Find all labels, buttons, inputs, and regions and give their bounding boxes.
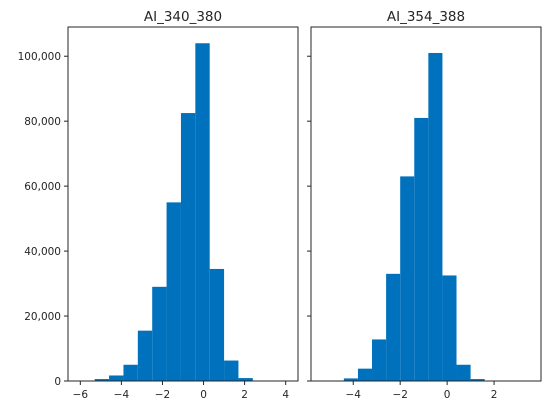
x-tick-label: −4 (346, 389, 362, 401)
x-tick-label: −4 (114, 389, 130, 401)
x-tick-label: 4 (282, 389, 289, 401)
histogram-bar (94, 379, 110, 381)
histogram-bar (428, 52, 443, 381)
histogram-bar (166, 202, 181, 381)
histogram-bar (470, 379, 485, 381)
y-tick-label: 80,000 (24, 116, 61, 128)
histogram-panel-ai-354-388: AI_354_388 −4 −2 0 2 (307, 9, 542, 401)
x-tick-label: −2 (392, 389, 407, 401)
x-tick-label: −2 (155, 389, 170, 401)
histogram-bar (238, 378, 253, 381)
histogram-bar (137, 330, 153, 381)
x-tick-label: 0 (200, 389, 207, 401)
histogram-bar (224, 360, 239, 381)
y-tick-label: 60,000 (24, 181, 61, 193)
histogram-bar (456, 364, 471, 381)
x-tick-label: 2 (491, 389, 498, 401)
histogram-bar (152, 286, 167, 381)
histogram-bar (386, 273, 401, 381)
histogram-bar (372, 339, 387, 381)
histogram-bar (209, 268, 225, 381)
histogram-bar (442, 275, 457, 381)
axes-frame (310, 26, 542, 382)
y-tick-label: 100,000 (18, 51, 61, 63)
histogram-bar (357, 368, 373, 381)
x-tick-label: 0 (444, 389, 451, 401)
y-tick-label: 0 (54, 376, 61, 388)
chart-title: AI_340_380 (144, 9, 222, 25)
chart-title: AI_354_388 (387, 9, 465, 25)
histogram-bar (123, 364, 138, 381)
y-tick-label: 20,000 (24, 311, 61, 323)
histogram-bar (180, 113, 196, 382)
histogram-bar (195, 43, 210, 382)
histogram-bar (343, 378, 358, 381)
axes-frame (67, 26, 299, 382)
x-tick-label: −6 (73, 389, 89, 401)
histogram-panel-ai-340-380: AI_340_380 −6 −4 −2 0 2 4 0 20,000 40,000 60,000 8… (18, 9, 299, 401)
histogram-bar (414, 117, 429, 381)
histogram-bar (400, 176, 415, 381)
x-tick-label: 2 (241, 389, 248, 401)
histogram-bar (109, 375, 124, 381)
y-tick-label: 40,000 (24, 246, 61, 258)
